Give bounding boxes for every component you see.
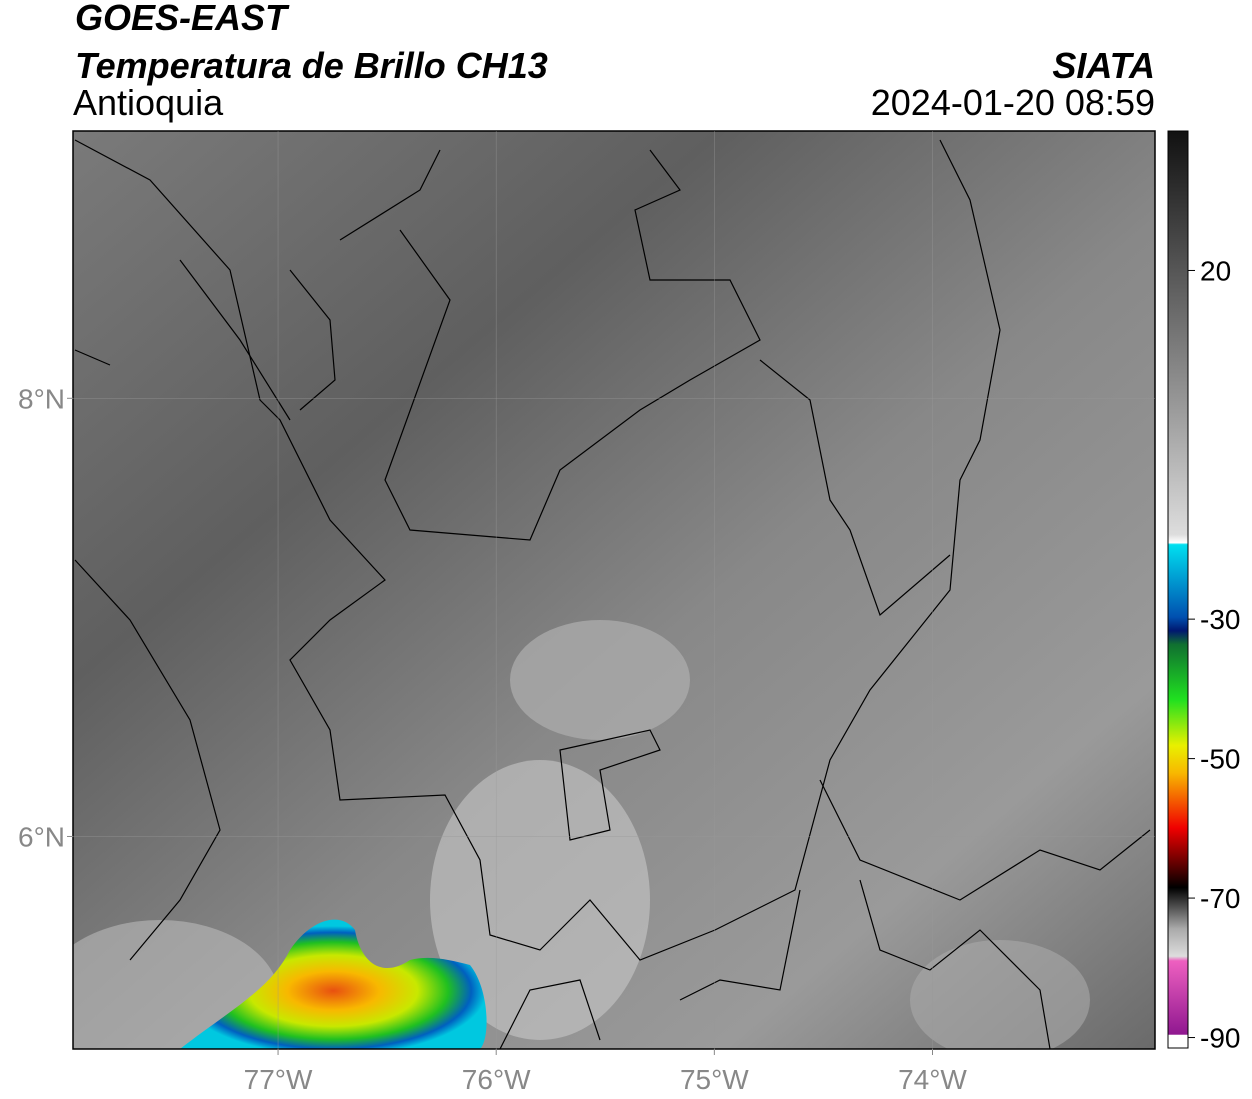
x-tick-label: 75°W (680, 1064, 749, 1095)
cloud (510, 620, 690, 740)
convective-cloud (180, 919, 487, 1049)
region-label: Antioquia (73, 82, 224, 123)
x-tick-label: 74°W (898, 1064, 967, 1095)
colorbar (1167, 130, 1189, 1049)
x-tick-label: 77°W (244, 1064, 313, 1095)
y-tick-label: 8°N (18, 383, 65, 414)
source-label: SIATA (1052, 45, 1155, 86)
x-tick-label: 76°W (462, 1064, 531, 1095)
map-area (73, 131, 1155, 1049)
y-tick-label: 6°N (18, 821, 65, 852)
colorbar-tick-label: -90 (1200, 1023, 1240, 1054)
colorbar-tick-label: -70 (1200, 883, 1240, 914)
cloud (73, 920, 280, 1049)
cloud (430, 760, 650, 1040)
map-frame (72, 130, 1156, 1050)
satellite-title: GOES-EAST (75, 0, 290, 38)
cloud (910, 940, 1090, 1049)
colorbar-tick-label: 20 (1200, 255, 1231, 286)
datetime-label: 2024-01-20 08:59 (871, 82, 1155, 123)
colorbar-tick-label: -30 (1200, 604, 1240, 635)
colorbar-tick-label: -50 (1200, 744, 1240, 775)
product-title: Temperatura de Brillo CH13 (75, 45, 548, 86)
